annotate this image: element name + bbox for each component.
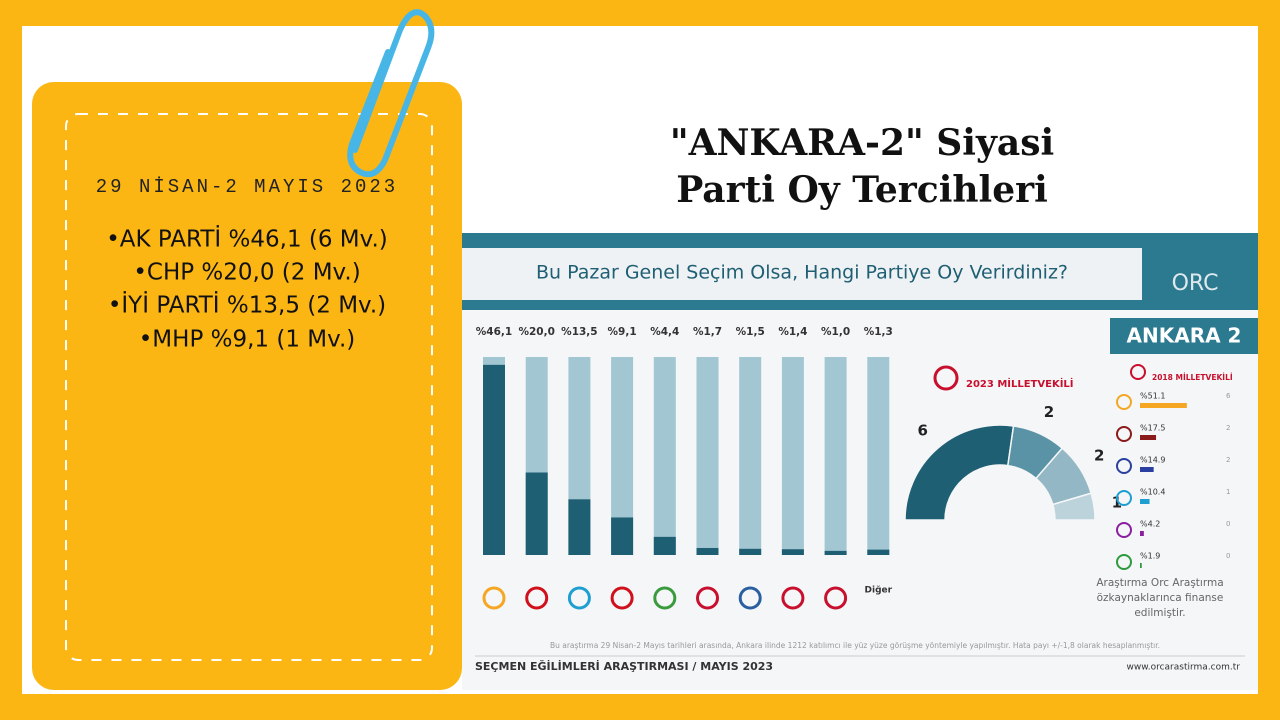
seat-count: 2: [1044, 403, 1054, 421]
url: www.orcarastirma.com.tr: [1126, 663, 1240, 673]
hbar: [1140, 531, 1144, 536]
brand: ORC: [1172, 271, 1219, 296]
value-label: %13,5: [561, 326, 597, 338]
seat-segment: [1051, 492, 1096, 521]
bar: [696, 547, 719, 555]
hbar: [1140, 435, 1157, 440]
panel-item: •MHP %9,1 (1 Mv.): [139, 327, 356, 353]
bar: [483, 364, 505, 555]
footer: SEÇMEN EĞİLİMLERİ ARAŞTIRMASI / MAYIS 20…: [475, 659, 773, 673]
seat-count: 6: [918, 421, 928, 439]
bar-track: [696, 357, 719, 555]
value-label: %1.9: [1140, 552, 1160, 561]
value-label: %51.1: [1140, 392, 1165, 401]
region-box: [1110, 318, 1258, 354]
bar: [525, 472, 548, 555]
party-logo: [1116, 426, 1132, 442]
value-label: %9,1: [608, 326, 637, 338]
value-label: %1,4: [778, 326, 807, 338]
party-logo: [1116, 490, 1132, 506]
party-logo: [781, 586, 805, 610]
bar-track: [739, 357, 762, 555]
party-logo: [1116, 554, 1132, 570]
hbar-title: 2018 MİLLETVEKİLİ: [1152, 373, 1233, 382]
bar: [781, 549, 804, 555]
party-logo: [525, 586, 549, 610]
note: Bu araştırma 29 Nisan-2 Mayıs tarihleri …: [550, 641, 1160, 650]
funding: Araştırma Orc Araştırma: [1096, 577, 1223, 589]
value-label: %46,1: [476, 326, 512, 338]
x-tick-label: Diğer: [865, 586, 893, 596]
seat-count: 2: [1226, 456, 1230, 464]
party-logo: [567, 586, 591, 610]
paperclip: [347, 9, 435, 178]
bar: [611, 517, 634, 555]
bar: [824, 550, 847, 555]
value-label: %17.5: [1140, 424, 1165, 433]
seat-count: 6: [1226, 392, 1231, 400]
bar: [739, 548, 762, 555]
value-label: %1,0: [821, 326, 850, 338]
side-panel: [32, 82, 462, 690]
bar: [653, 536, 676, 555]
title: "ANKARA-2" Siyasi: [670, 122, 1054, 164]
panel-date: 29 NİSAN-2 MAYIS 2023: [96, 176, 398, 198]
value-label: %1,5: [736, 326, 765, 338]
value-label: %14.9: [1140, 456, 1165, 465]
bar-track: [653, 357, 676, 555]
party-logo: [696, 586, 719, 610]
value-label: %1,3: [864, 326, 893, 338]
panel-item: •İYİ PARTİ %13,5 (2 Mv.): [108, 291, 386, 319]
seat-count: 0: [1226, 520, 1230, 528]
funding: özkaynaklarınca finanse: [1097, 592, 1224, 604]
party-logo: [482, 586, 506, 610]
semicircle-title: 2023 MİLLETVEKİLİ: [966, 376, 1074, 390]
party-logo: [738, 586, 762, 610]
party-logo: [1116, 458, 1132, 474]
region: ANKARA 2: [1127, 324, 1242, 348]
emblem: [933, 365, 959, 391]
bar: [867, 549, 890, 555]
bar-track: [611, 357, 634, 555]
panel-item: •CHP %20,0 (2 Mv.): [133, 260, 360, 286]
hbar: [1140, 563, 1142, 568]
panel-item: •AK PARTİ %46,1 (6 Mv.): [106, 225, 388, 253]
party-logo: [653, 586, 677, 610]
value-label: %10.4: [1140, 488, 1165, 497]
seat-count: 1: [1112, 494, 1122, 512]
value-label: %4,4: [650, 326, 679, 338]
question: Bu Pazar Genel Seçim Olsa, Hangi Partiye…: [536, 262, 1068, 284]
seat-count: 1: [1226, 488, 1230, 496]
hbar: [1140, 467, 1154, 472]
value-label: %1,7: [693, 326, 722, 338]
funding: edilmiştir.: [1134, 607, 1185, 619]
panel-border: [65, 113, 433, 661]
value-label: %4.2: [1140, 520, 1160, 529]
party-logo: [1116, 394, 1132, 410]
party-logo: [610, 586, 634, 610]
bar-track: [781, 357, 804, 555]
bar-track: [824, 357, 847, 555]
bar-track: [867, 357, 890, 555]
seat-count: 2: [1226, 424, 1230, 432]
seat-count: 2: [1094, 447, 1104, 465]
emblem: [1130, 364, 1146, 380]
question-box: [462, 248, 1142, 300]
seat-segment: [904, 424, 1015, 521]
party-logo: [824, 586, 848, 610]
seat-count: 0: [1226, 552, 1230, 560]
bar: [568, 499, 591, 555]
party-logo: [1116, 522, 1132, 538]
value-label: %20,0: [518, 326, 554, 338]
hbar: [1140, 403, 1187, 408]
title: Parti Oy Tercihleri: [676, 169, 1048, 211]
hbar: [1140, 499, 1150, 504]
